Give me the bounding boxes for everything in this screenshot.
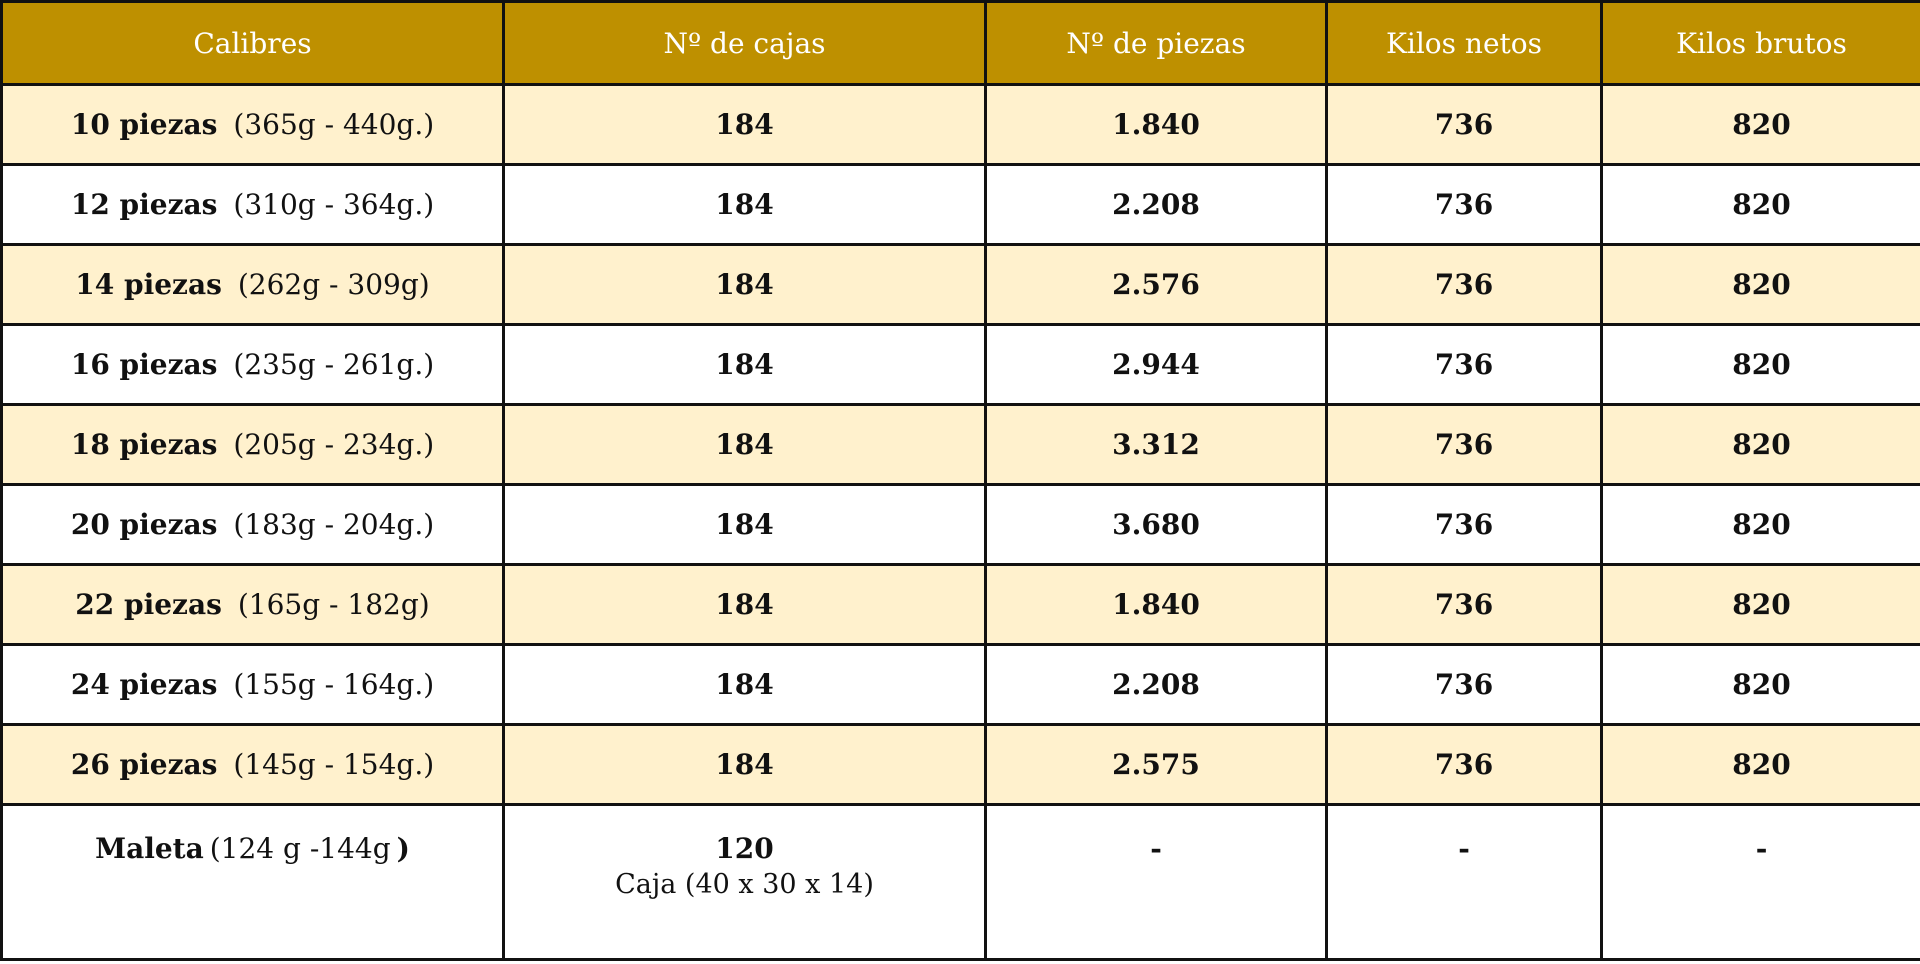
piezas-cell: - — [984, 803, 1328, 961]
header-row: Calibres Nº de cajas Nº de piezas Kilos … — [0, 0, 1920, 86]
calibre-cell: 22 piezas (165g - 182g) — [0, 563, 505, 646]
kilos-brutos-cell: 820 — [1600, 483, 1920, 566]
piezas-cell: 2.575 — [984, 723, 1328, 806]
cajas-cell: 184 — [502, 243, 987, 326]
table-row: 18 piezas (205g - 234g.) 184 3.312 736 82… — [0, 403, 1920, 486]
cajas-cell: 184 — [502, 483, 987, 566]
kilos-netos-cell: 736 — [1325, 563, 1603, 646]
table-row: 14 piezas (262g - 309g) 184 2.576 736 820 — [0, 243, 1920, 326]
calibre-range: (365g - 440g.) — [233, 108, 435, 141]
calibre-range: (183g - 204g.) — [233, 508, 435, 541]
calibre-cell: 16 piezas (235g - 261g.) — [0, 323, 505, 406]
calibre-range: (145g - 154g.) — [233, 748, 435, 781]
piezas-cell: 3.680 — [984, 483, 1328, 566]
kilos-netos-cell: 736 — [1325, 243, 1603, 326]
kilos-brutos-cell: 820 — [1600, 243, 1920, 326]
calibre-label: 20 piezas — [70, 508, 218, 541]
calibre-cell: 10 piezas (365g - 440g.) — [0, 83, 505, 166]
kilos-netos-cell: 736 — [1325, 403, 1603, 486]
piezas-cell: 2.944 — [984, 323, 1328, 406]
table-row: 20 piezas (183g - 204g.) 184 3.680 736 82… — [0, 483, 1920, 566]
header-num-piezas: Nº de piezas — [984, 0, 1328, 86]
calibre-range: (205g - 234g.) — [233, 428, 435, 461]
header-kilos-brutos: Kilos brutos — [1600, 0, 1920, 86]
kilos-netos-cell: 736 — [1325, 643, 1603, 726]
calibre-cell: 14 piezas (262g - 309g) — [0, 243, 505, 326]
kilos-netos-cell: 736 — [1325, 723, 1603, 806]
calibre-label: 10 piezas — [70, 108, 218, 141]
table-row: 24 piezas (155g - 164g.) 184 2.208 736 82… — [0, 643, 1920, 726]
piezas-cell: 2.208 — [984, 163, 1328, 246]
table-row: 22 piezas (165g - 182g) 184 1.840 736 820 — [0, 563, 1920, 646]
calibre-cell: 20 piezas (183g - 204g.) — [0, 483, 505, 566]
kilos-brutos-cell: 820 — [1600, 563, 1920, 646]
cajas-cell: 120 Caja (40 x 30 x 14) — [502, 803, 987, 961]
calibre-label: 26 piezas — [70, 748, 218, 781]
kilos-brutos-cell: 820 — [1600, 403, 1920, 486]
calibre-label: Maleta — [95, 832, 204, 865]
kilos-brutos-cell: 820 — [1600, 163, 1920, 246]
table-row: 10 piezas (365g - 440g.) 184 1.840 736 82… — [0, 83, 1920, 166]
calibre-range: (155g - 164g.) — [233, 668, 435, 701]
kilos-netos-cell: 736 — [1325, 483, 1603, 566]
piezas-cell: 2.576 — [984, 243, 1328, 326]
kilos-netos-cell: 736 — [1325, 163, 1603, 246]
table-row: 16 piezas (235g - 261g.) 184 2.944 736 82… — [0, 323, 1920, 406]
header-kilos-netos: Kilos netos — [1325, 0, 1603, 86]
kilos-netos-cell: 736 — [1325, 323, 1603, 406]
calibre-cell: 26 piezas (145g - 154g.) — [0, 723, 505, 806]
table-row-maleta: Maleta (124 g -144g) 120 Caja (40 x 30 x 1… — [0, 803, 1920, 961]
calibre-range: (310g - 364g.) — [233, 188, 435, 221]
kilos-netos-cell: 736 — [1325, 83, 1603, 166]
cajas-cell: 184 — [502, 83, 987, 166]
cajas-cell: 184 — [502, 323, 987, 406]
header-calibres: Calibres — [0, 0, 505, 86]
kilos-brutos-cell: 820 — [1600, 723, 1920, 806]
cajas-cell: 184 — [502, 723, 987, 806]
kilos-brutos-cell: - — [1600, 803, 1920, 961]
header-num-cajas: Nº de cajas — [502, 0, 987, 86]
calibre-label: 22 piezas — [75, 588, 222, 621]
calibre-cell: 12 piezas (310g - 364g.) — [0, 163, 505, 246]
calibre-cell: Maleta (124 g -144g) — [0, 803, 505, 961]
calibre-range: (235g - 261g.) — [233, 348, 435, 381]
calibre-label: 24 piezas — [70, 668, 218, 701]
table-row: 12 piezas (310g - 364g.) 184 2.208 736 82… — [0, 163, 1920, 246]
calibre-label: 14 piezas — [75, 268, 222, 301]
piezas-cell: 1.840 — [984, 563, 1328, 646]
calibre-cell: 18 piezas (205g - 234g.) — [0, 403, 505, 486]
table-row: 26 piezas (145g - 154g.) 184 2.575 736 82… — [0, 723, 1920, 806]
calibre-range-close: ) — [396, 832, 410, 865]
cajas-value: 120 — [715, 832, 774, 865]
kilos-brutos-cell: 820 — [1600, 83, 1920, 166]
calibre-range: (165g - 182g) — [237, 588, 430, 621]
calibre-label: 16 piezas — [70, 348, 218, 381]
calibre-cell: 24 piezas (155g - 164g.) — [0, 643, 505, 726]
cajas-cell: 184 — [502, 643, 987, 726]
piezas-cell: 3.312 — [984, 403, 1328, 486]
calibre-range: (262g - 309g) — [237, 268, 430, 301]
cajas-cell: 184 — [502, 403, 987, 486]
piezas-cell: 2.208 — [984, 643, 1328, 726]
calibre-label: 12 piezas — [70, 188, 218, 221]
kilos-netos-cell: - — [1325, 803, 1603, 961]
piezas-cell: 1.840 — [984, 83, 1328, 166]
calibre-range: (124 g -144g — [209, 832, 391, 865]
kilos-brutos-cell: 820 — [1600, 643, 1920, 726]
caja-dimensions: Caja (40 x 30 x 14) — [615, 869, 874, 900]
calibre-label: 18 piezas — [70, 428, 218, 461]
cajas-cell: 184 — [502, 163, 987, 246]
cajas-cell: 184 — [502, 563, 987, 646]
kilos-brutos-cell: 820 — [1600, 323, 1920, 406]
